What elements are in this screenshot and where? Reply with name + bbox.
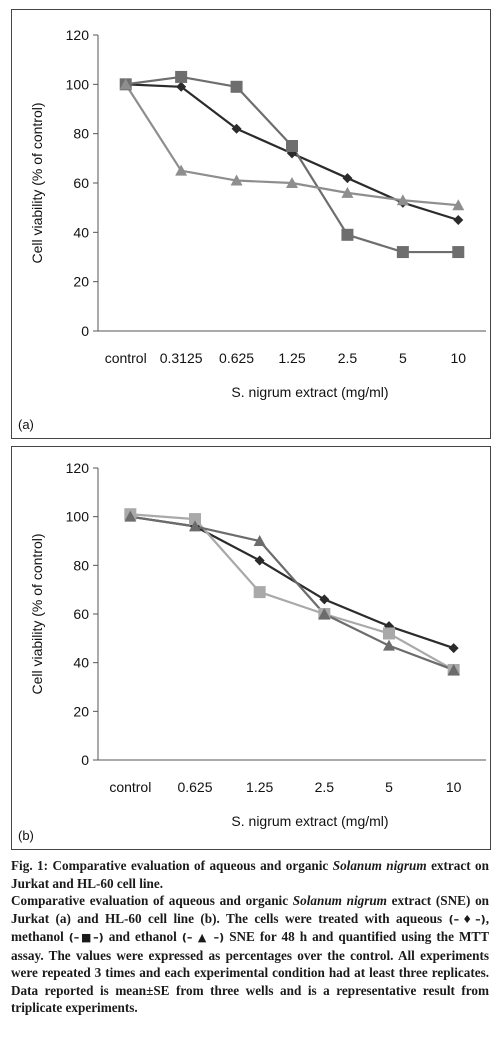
caption-body-d: SNE for 48 h and quantified using the MT… bbox=[11, 929, 490, 1015]
x-tick-label: 10 bbox=[446, 779, 462, 795]
ethanol-legend-symbol: (– ▲ –) bbox=[181, 931, 225, 944]
figure-caption: Fig. 1: Comparative evaluation of aqueou… bbox=[11, 857, 489, 1017]
data-point-diamond bbox=[448, 643, 459, 654]
x-tick-label: 1.25 bbox=[246, 779, 273, 795]
data-point-triangle bbox=[189, 520, 201, 532]
y-axis-title: Cell viability (% of control) bbox=[29, 533, 45, 694]
data-point-triangle bbox=[124, 510, 137, 522]
caption-title: Fig. 1: Comparative evaluation of aqueou… bbox=[11, 857, 489, 892]
series-line-diamond bbox=[130, 515, 455, 650]
caption-body-start: Comparative evaluation of aqueous and or… bbox=[11, 893, 289, 908]
data-point-diamond bbox=[176, 81, 187, 92]
y-tick-label: 20 bbox=[73, 703, 89, 719]
y-tick-label: 100 bbox=[66, 509, 90, 525]
x-tick-label: control bbox=[109, 779, 151, 795]
x-tick-label: 2.5 bbox=[338, 350, 358, 366]
y-tick-label: 60 bbox=[73, 175, 89, 191]
data-point-triangle bbox=[230, 174, 243, 186]
caption-title-species: Solanum nigrum bbox=[332, 858, 427, 873]
y-axis-title: Cell viability (% of control) bbox=[29, 102, 45, 263]
data-point-triangle bbox=[447, 663, 460, 675]
chart-panel-a: 0 20 40 60 80 100 120 control 0.3125 0.625 1.25 2.5… bbox=[11, 9, 491, 439]
data-point-diamond bbox=[384, 621, 394, 632]
x-tick-label: 5 bbox=[385, 779, 393, 795]
y-tick-label: 80 bbox=[73, 557, 89, 573]
data-point-square bbox=[341, 228, 354, 241]
caption-body-c: and ethanol bbox=[108, 929, 177, 944]
x-tick-label: control bbox=[105, 350, 147, 366]
data-point-square bbox=[230, 80, 243, 93]
chart-a: 0 20 40 60 80 100 120 control 0.3125 0.625 1.25 2.5… bbox=[29, 27, 486, 400]
series-line-square bbox=[130, 513, 455, 671]
x-tick-label: 10 bbox=[450, 350, 466, 366]
data-point-triangle bbox=[286, 177, 298, 188]
x-axis-title: S. nigrum extract (mg/ml) bbox=[231, 813, 388, 829]
series-line-square bbox=[125, 75, 459, 254]
y-tick-label: 40 bbox=[73, 655, 89, 671]
methanol-legend-symbol: (–■–) bbox=[68, 931, 104, 944]
data-point-triangle bbox=[396, 194, 409, 206]
caption-title-end: extract on Jurkat and HL-60 cell line. bbox=[11, 858, 489, 891]
x-tick-label: 5 bbox=[399, 350, 407, 366]
x-tick-label: 2.5 bbox=[315, 779, 335, 795]
data-point-triangle bbox=[175, 164, 188, 176]
data-point-diamond bbox=[254, 555, 265, 566]
x-tick-label: 0.3125 bbox=[160, 350, 203, 366]
y-tick-label: 120 bbox=[66, 27, 90, 43]
data-point-triangle bbox=[119, 78, 132, 90]
data-point-diamond bbox=[231, 123, 242, 134]
caption-body: Comparative evaluation of aqueous and or… bbox=[11, 892, 489, 1017]
x-axis-title: S. nigrum extract (mg/ml) bbox=[231, 384, 388, 400]
data-point-triangle bbox=[341, 186, 354, 198]
data-point-diamond bbox=[319, 594, 330, 605]
y-tick-label: 60 bbox=[73, 606, 89, 622]
chart-b: 0 20 40 60 80 100 120 control 0.625 1.25 2.5 5 10 S. … bbox=[29, 460, 486, 829]
data-point-diamond bbox=[453, 215, 464, 225]
figure-label: Fig. 1: bbox=[11, 858, 49, 873]
data-point-square bbox=[452, 246, 465, 259]
series-line-triangle bbox=[130, 515, 455, 671]
data-point-triangle bbox=[253, 535, 266, 546]
caption-title-text: Comparative evaluation of aqueous and or… bbox=[52, 858, 329, 873]
y-tick-label: 120 bbox=[66, 460, 90, 476]
data-point-square bbox=[383, 627, 395, 640]
panel-label-a: (a) bbox=[18, 417, 34, 432]
caption-body-a: extract (SNE) on Jurkat (a) and HL-60 ce… bbox=[11, 893, 489, 926]
x-tick-label: 0.625 bbox=[177, 779, 212, 795]
y-tick-label: 100 bbox=[66, 76, 90, 92]
data-point-square bbox=[175, 70, 188, 83]
x-tick-label: 1.25 bbox=[278, 350, 305, 366]
y-tick-label: 40 bbox=[73, 224, 89, 240]
aqueous-legend-symbol: (–♦–) bbox=[448, 912, 486, 926]
y-tick-label: 20 bbox=[73, 274, 89, 290]
data-point-triangle bbox=[452, 199, 465, 211]
panel-label-b: (b) bbox=[18, 828, 34, 843]
data-point-square bbox=[253, 586, 266, 599]
data-point-triangle bbox=[383, 639, 395, 651]
data-point-triangle bbox=[318, 608, 331, 619]
data-point-square bbox=[286, 140, 298, 152]
x-tick-label: 0.625 bbox=[219, 350, 254, 366]
data-point-square bbox=[189, 513, 201, 526]
y-tick-label: 0 bbox=[81, 323, 89, 339]
data-point-square bbox=[396, 246, 409, 259]
y-tick-label: 80 bbox=[73, 126, 89, 142]
data-point-diamond bbox=[342, 173, 353, 184]
y-tick-label: 0 bbox=[81, 752, 89, 768]
caption-body-species: Solanum nigrum bbox=[292, 893, 387, 908]
chart-panel-b: 0 20 40 60 80 100 120 control 0.625 1.25 2.5 5 10 S. … bbox=[11, 446, 491, 850]
caption-body-b: , methanol bbox=[11, 910, 490, 945]
